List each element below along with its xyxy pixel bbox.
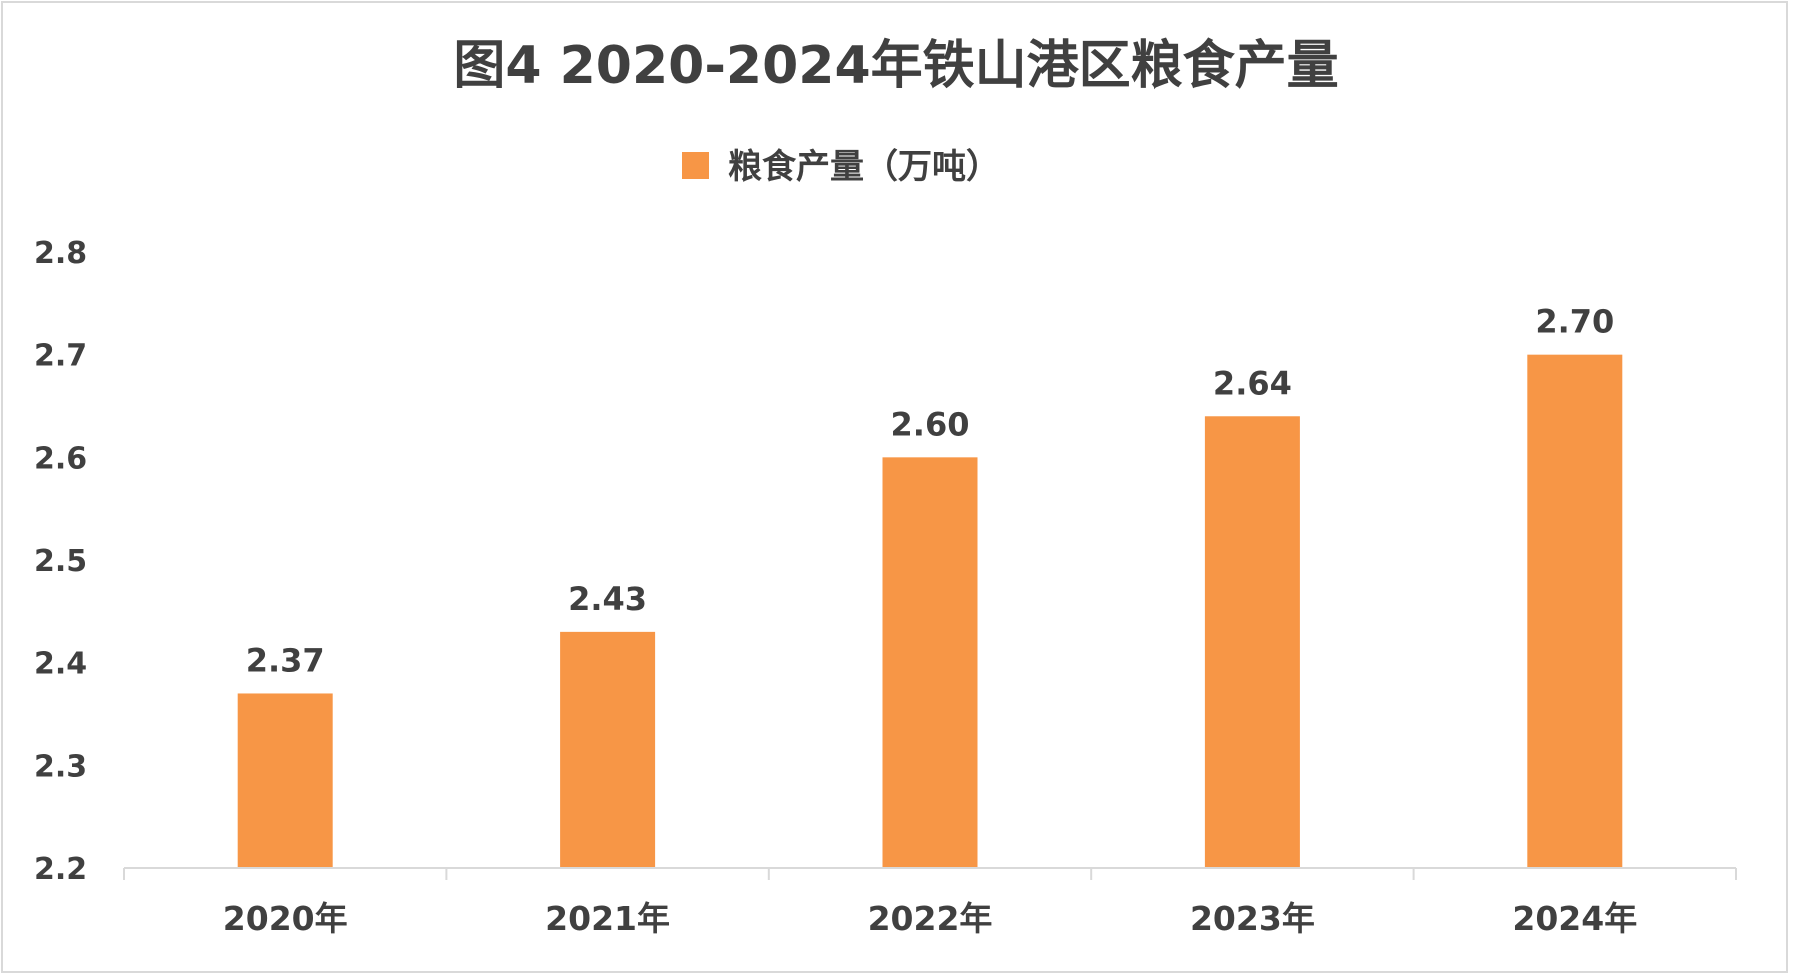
y-tick-label: 2.4 [34, 647, 87, 682]
y-tick-label: 2.5 [34, 544, 87, 579]
chart-title: 图4 2020-2024年铁山港区粮食产量 [453, 36, 1338, 96]
bar [1527, 354, 1623, 869]
x-tick-label: 2023年 [1190, 899, 1315, 938]
x-tick-label: 2024年 [1512, 899, 1637, 938]
data-label: 2.43 [568, 580, 647, 618]
data-label: 2.60 [891, 405, 970, 443]
y-tick-label: 2.3 [34, 749, 87, 784]
data-label: 2.37 [246, 641, 325, 679]
legend-label: 粮食产量（万吨） [728, 147, 1000, 187]
y-tick-label: 2.6 [34, 441, 87, 476]
legend-swatch [682, 152, 709, 179]
x-tick-label: 2021年 [545, 899, 670, 938]
bar [237, 693, 333, 868]
y-tick-label: 2.2 [34, 852, 87, 887]
bar [560, 631, 656, 868]
bars: 2.37 2.43 2.60 2.64 2.70 [237, 303, 1623, 869]
y-tick-label: 2.7 [34, 339, 87, 374]
legend: 粮食产量（万吨） [682, 147, 1000, 187]
y-tick-label: 2.8 [34, 236, 87, 271]
bar [882, 457, 978, 868]
x-axis: 2020年 2021年 2022年 2023年 2024年 [123, 867, 1737, 938]
x-tick-label: 2022年 [868, 899, 993, 938]
bar [1204, 416, 1300, 868]
data-label: 2.70 [1535, 303, 1614, 341]
x-tick-label: 2020年 [223, 899, 348, 938]
y-axis: 2.2 2.3 2.4 2.5 2.6 2.7 2.8 [34, 236, 87, 887]
data-label: 2.64 [1213, 364, 1292, 402]
